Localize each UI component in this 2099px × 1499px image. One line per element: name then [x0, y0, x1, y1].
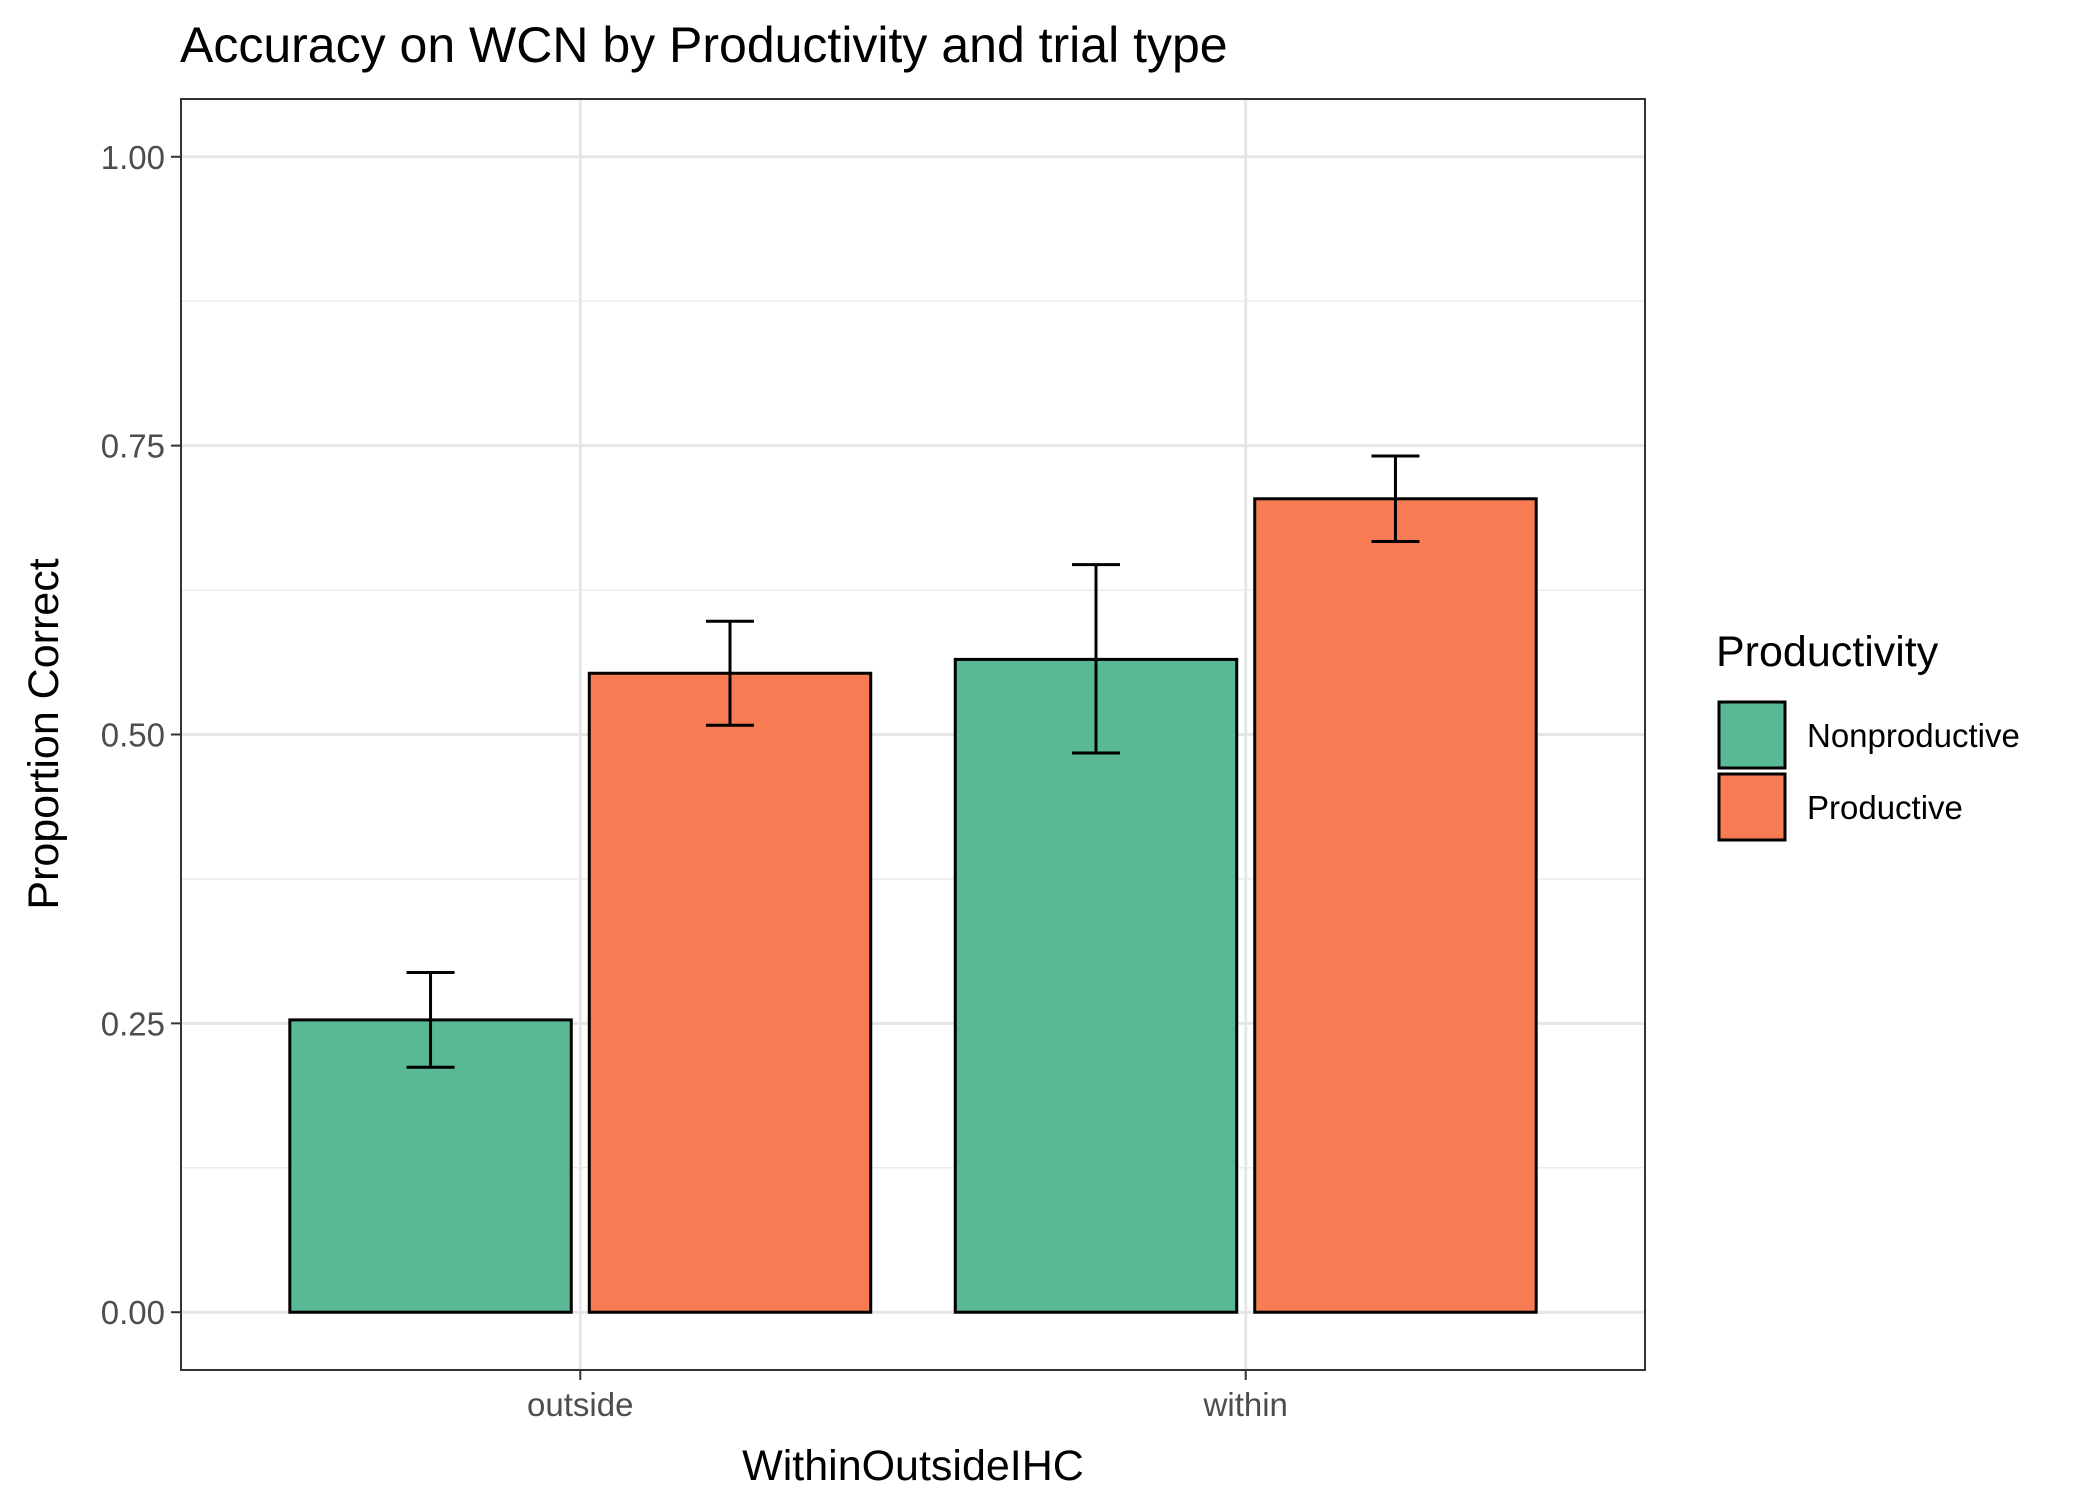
legend-label: Nonproductive — [1807, 717, 2020, 754]
legend-swatch — [1717, 700, 1787, 770]
legend-swatch — [1717, 772, 1787, 842]
x-tick-label: within — [1203, 1386, 1288, 1423]
x-tick-label: outside — [527, 1386, 633, 1423]
legend: Productivity Nonproductive Productive — [1716, 628, 2020, 842]
x-axis-title: WithinOutsideIHC — [742, 1442, 1084, 1490]
legend-label: Productive — [1807, 789, 1963, 826]
bars — [288, 497, 1538, 1314]
bar — [587, 671, 873, 1314]
y-tick-label: 0.25 — [101, 1005, 165, 1042]
y-axis: 0.00 0.25 0.50 0.75 1.00 — [101, 139, 181, 1331]
legend-title: Productivity — [1716, 628, 1939, 676]
bar — [953, 657, 1239, 1314]
y-tick-label: 0.50 — [101, 717, 165, 754]
y-tick-label: 1.00 — [101, 139, 165, 176]
y-tick-label: 0.00 — [101, 1294, 165, 1331]
bar — [1253, 497, 1538, 1314]
y-axis-title: Proportion Correct — [20, 558, 68, 909]
y-tick-label: 0.75 — [101, 428, 165, 465]
x-axis: outside within — [527, 1370, 1288, 1423]
error-bars — [406, 454, 1420, 1069]
chart-title: Accuracy on WCN by Productivity and tria… — [180, 17, 1228, 73]
